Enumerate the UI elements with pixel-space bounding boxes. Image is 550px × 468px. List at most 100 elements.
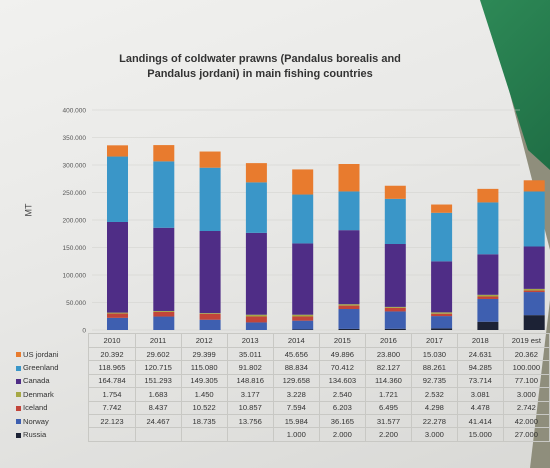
table-cell: 22.278 xyxy=(410,413,458,429)
table-column-header: 2014 xyxy=(272,333,320,348)
bar-segment-iceland xyxy=(338,305,360,310)
chart-title: Landings of coldwater prawns (Pandalus b… xyxy=(119,53,401,80)
table-cell: 15.984 xyxy=(272,413,320,429)
table-cell: 29.602 xyxy=(134,346,182,362)
bar-segment-canada xyxy=(292,243,314,315)
bar-segment-canada xyxy=(338,230,360,305)
table-cell: 94.285 xyxy=(456,360,504,375)
bar-segment-iceland xyxy=(107,313,128,318)
bar-segment-denmark xyxy=(338,304,360,306)
table-cell: 115.080 xyxy=(180,360,228,375)
table-row: Russia 1.000 2.000 2.200 3.000 15.000 27.000 xyxy=(14,427,550,442)
table-cell: 22.123 xyxy=(88,413,136,429)
bar-segment-greenland xyxy=(431,212,453,262)
table-cell: 42.000 xyxy=(502,413,550,429)
table-cell: 1.000 xyxy=(272,427,320,442)
table-cell: 7.742 xyxy=(88,400,136,415)
table-row: Denmark 1.754 1.683 1.450 3.177 3.228 2.540 1.7… xyxy=(14,387,550,402)
y-tick-label: 300.000 xyxy=(63,163,87,170)
table-cell: 24.631 xyxy=(456,346,504,362)
bar-segment-russia xyxy=(292,329,314,330)
bar-segment-greenland xyxy=(292,194,314,244)
legend-swatch xyxy=(16,405,21,411)
bar-segment-greenland xyxy=(477,202,499,255)
legend-entry: Denmark xyxy=(14,388,89,401)
table-cell xyxy=(226,427,274,442)
legend-label: Canada xyxy=(23,376,50,386)
table-column-header: 2010 xyxy=(88,333,136,348)
table-cell: 91.802 xyxy=(226,360,274,375)
table-cell: 3.000 xyxy=(502,387,550,402)
table-cell: 3.177 xyxy=(226,387,274,402)
bar-segment-us-jordani xyxy=(292,169,314,195)
table-cell: 82.127 xyxy=(364,360,412,375)
bar-segment-norway xyxy=(292,320,314,330)
table-cell: 77.100 xyxy=(502,373,550,389)
table-row: Canada 164.784 151.293 149.305 148.816 129.65… xyxy=(14,373,550,389)
legend-label: Russia xyxy=(23,430,47,440)
table-cell: 27.000 xyxy=(502,427,550,442)
bar-segment-greenland xyxy=(245,182,267,233)
bar-segment-canada xyxy=(523,246,545,289)
bar-segment-iceland xyxy=(431,313,453,317)
legend-swatch xyxy=(16,392,21,398)
legend-label: Iceland xyxy=(23,403,48,413)
table-column-header: 2011 xyxy=(134,333,182,348)
table-cell: 7.594 xyxy=(272,400,320,415)
bar-segment-norway xyxy=(199,319,221,330)
table-cell: 1.450 xyxy=(180,387,228,402)
legend-swatch xyxy=(16,378,21,384)
bar-segment-iceland xyxy=(523,290,545,293)
bar-segment-russia xyxy=(338,328,360,330)
table-cell: 129.658 xyxy=(272,373,320,389)
legend-label: Denmark xyxy=(23,389,54,399)
table-cell: 3.000 xyxy=(410,427,458,442)
table-cell: 3.228 xyxy=(272,387,320,402)
table-cell xyxy=(180,427,228,442)
table-cell: 31.577 xyxy=(364,413,412,429)
table-cell: 8.437 xyxy=(134,400,182,415)
bar-segment-norway xyxy=(107,317,128,330)
table-cell: 29.399 xyxy=(180,346,228,362)
legend-entry: Canada xyxy=(14,374,89,387)
bar-segment-canada xyxy=(107,221,128,313)
table-cell: 2.742 xyxy=(502,400,550,415)
legend-swatch xyxy=(16,419,21,425)
table-column-header: 2013 xyxy=(226,333,274,348)
y-tick-label: 0 xyxy=(82,328,86,335)
table-cell: 70.412 xyxy=(318,360,366,375)
bar-segment-russia xyxy=(477,321,499,330)
bar-segment-norway xyxy=(153,316,175,330)
legend-entry: Russia xyxy=(14,428,89,441)
bar-segment-us-jordani xyxy=(384,185,406,199)
bar-segment-norway xyxy=(523,292,545,316)
y-tick-label: 150.000 xyxy=(63,245,87,252)
bar-segment-us-jordani xyxy=(199,151,221,168)
legend-swatch xyxy=(16,365,21,371)
table-cell: 2.000 xyxy=(318,427,366,442)
table-cell: 88.261 xyxy=(410,360,458,375)
bar-segment-denmark xyxy=(153,310,175,312)
table-cell: 149.305 xyxy=(180,373,228,389)
table-cell: 1.721 xyxy=(364,387,412,402)
table-cell: 2.532 xyxy=(410,387,458,402)
legend-entry: Greenland xyxy=(14,361,89,374)
table-cell: 13.756 xyxy=(226,413,274,429)
bar-segment-iceland xyxy=(199,313,221,320)
y-tick-label: 100.000 xyxy=(63,273,87,280)
bar-segment-iceland xyxy=(153,311,175,317)
bar-segment-us-jordani xyxy=(245,163,267,183)
table-cell: 73.714 xyxy=(456,373,504,389)
bar-segment-canada xyxy=(199,230,221,314)
bar-segment-us-jordani xyxy=(338,163,360,192)
table-cell: 10.857 xyxy=(226,400,274,415)
y-tick-label: 250.000 xyxy=(63,190,87,197)
bar-segment-iceland xyxy=(477,296,499,299)
table-column-header: 2018 xyxy=(456,333,504,348)
table-cell: 49.896 xyxy=(318,346,366,362)
bar-segment-russia xyxy=(523,315,545,330)
table-cell: 6.495 xyxy=(364,400,412,415)
table-row: Norway 22.123 24.467 18.735 13.756 15.984 36.1… xyxy=(14,413,550,429)
legend-swatch xyxy=(16,352,21,358)
table-cell: 148.816 xyxy=(226,373,274,389)
